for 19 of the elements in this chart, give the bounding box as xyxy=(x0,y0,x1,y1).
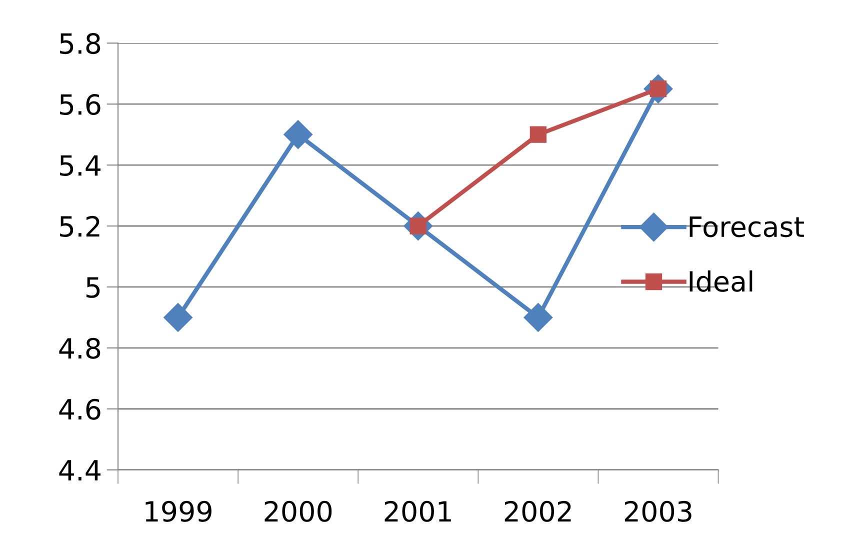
point xyxy=(284,120,313,150)
legend-label: Ideal xyxy=(690,270,752,292)
x-tick-label: 2000 xyxy=(264,500,332,522)
y-tick-label: 4.6 xyxy=(59,398,100,420)
y-tick-label: 4.8 xyxy=(59,338,100,359)
x-tick-label: 2003 xyxy=(624,500,692,522)
y-tick-label: 5.8 xyxy=(60,33,100,54)
y-tick-label: 5.2 xyxy=(60,216,100,237)
y-tick-label: 5.4 xyxy=(60,155,100,176)
y-tick-label: 5 xyxy=(86,277,100,298)
point xyxy=(164,302,192,332)
x-tick-label: 1999 xyxy=(146,500,212,522)
point xyxy=(524,302,553,332)
y-tick-label: 4.4 xyxy=(59,460,100,480)
legend-label: Forecast xyxy=(690,216,804,238)
y-tick-label: 5.6 xyxy=(60,94,100,116)
point xyxy=(530,126,547,143)
x-tick-label: 2002 xyxy=(504,500,571,522)
x-tick-label: 2001 xyxy=(384,500,451,522)
